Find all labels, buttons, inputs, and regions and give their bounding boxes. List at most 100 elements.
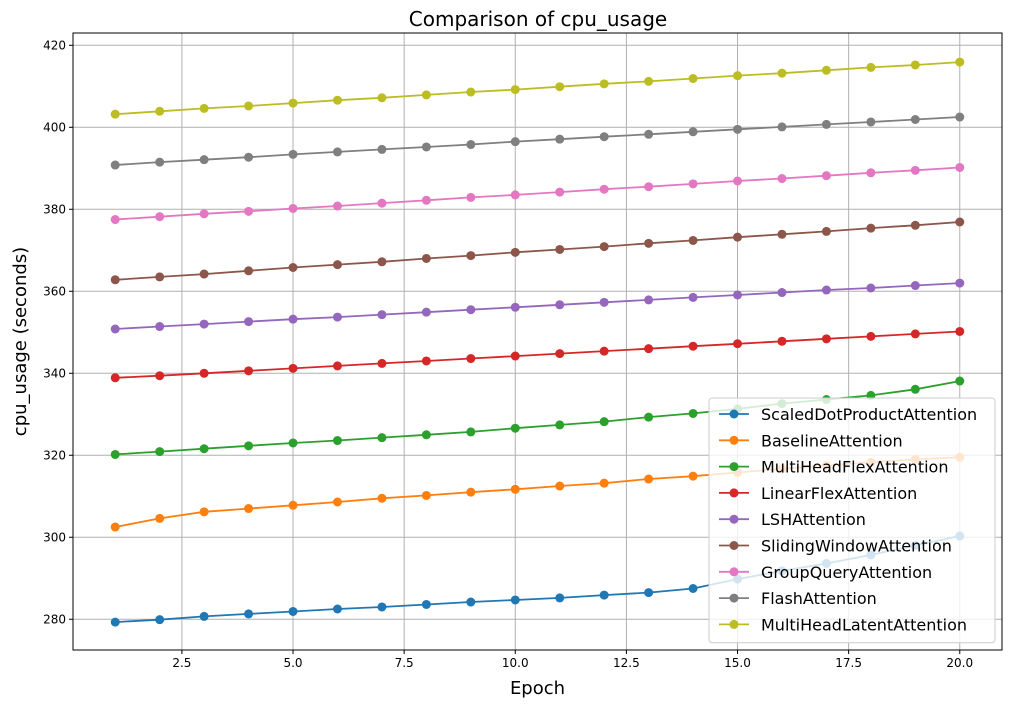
legend-label: ScaledDotProductAttention bbox=[761, 405, 977, 424]
data-point bbox=[199, 319, 209, 329]
data-point bbox=[777, 122, 787, 132]
legend-swatch-marker bbox=[729, 488, 739, 498]
data-point bbox=[332, 436, 342, 446]
legend-item: MultiHeadFlexAttention bbox=[719, 458, 948, 477]
legend-item: SlidingWindowAttention bbox=[719, 537, 952, 556]
x-tick-label: 2.5 bbox=[172, 656, 191, 670]
data-point bbox=[244, 266, 254, 276]
data-point bbox=[199, 155, 209, 165]
data-point bbox=[599, 346, 609, 356]
data-point bbox=[599, 297, 609, 307]
data-point bbox=[110, 449, 120, 459]
data-point bbox=[110, 324, 120, 334]
series-line bbox=[115, 330, 960, 379]
data-point bbox=[910, 384, 920, 394]
legend-swatch-marker bbox=[729, 514, 739, 524]
series-SlidingWindowAttention bbox=[110, 217, 965, 285]
data-point bbox=[155, 615, 165, 625]
legend-label: FlashAttention bbox=[761, 589, 877, 608]
series-line bbox=[115, 221, 960, 281]
data-point bbox=[599, 417, 609, 427]
legend-swatch-marker bbox=[729, 593, 739, 603]
data-point bbox=[377, 433, 387, 443]
data-point bbox=[688, 341, 698, 351]
data-point bbox=[421, 356, 431, 366]
data-point bbox=[288, 263, 298, 273]
data-point bbox=[733, 71, 743, 81]
x-tick-label: 12.5 bbox=[613, 656, 640, 670]
data-point bbox=[688, 292, 698, 302]
data-point bbox=[377, 310, 387, 320]
series-layer bbox=[110, 57, 965, 627]
data-point bbox=[555, 349, 565, 359]
data-point bbox=[110, 160, 120, 170]
data-point bbox=[421, 142, 431, 152]
series-GroupQueryAttention bbox=[110, 162, 965, 225]
data-point bbox=[332, 95, 342, 105]
data-point bbox=[199, 269, 209, 279]
data-point bbox=[955, 57, 965, 67]
data-point bbox=[644, 76, 654, 86]
legend-item: LSHAttention bbox=[719, 510, 866, 529]
y-tick-label: 280 bbox=[43, 612, 66, 626]
legend-label: MultiHeadFlexAttention bbox=[761, 458, 948, 477]
data-point bbox=[199, 507, 209, 517]
data-point bbox=[555, 244, 565, 254]
data-point bbox=[244, 366, 254, 376]
series-line bbox=[115, 166, 960, 221]
data-point bbox=[199, 368, 209, 378]
data-point bbox=[155, 371, 165, 381]
data-point bbox=[955, 217, 965, 227]
legend-swatch-marker bbox=[729, 462, 739, 472]
chart-title: Comparison of cpu_usage bbox=[409, 7, 667, 31]
data-point bbox=[644, 588, 654, 598]
legend-label: LSHAttention bbox=[761, 510, 866, 529]
data-point bbox=[599, 242, 609, 252]
data-point bbox=[288, 606, 298, 616]
series-FlashAttention bbox=[110, 112, 965, 170]
data-point bbox=[244, 317, 254, 327]
y-axis-title: cpu_usage (seconds) bbox=[10, 247, 31, 436]
data-point bbox=[599, 590, 609, 600]
legend-swatch-marker bbox=[729, 619, 739, 629]
data-point bbox=[777, 288, 787, 298]
data-point bbox=[866, 168, 876, 178]
data-point bbox=[466, 487, 476, 497]
x-tick-label: 20.0 bbox=[946, 656, 973, 670]
data-point bbox=[821, 334, 831, 344]
data-point bbox=[555, 481, 565, 491]
data-point bbox=[288, 363, 298, 373]
legend: ScaledDotProductAttention BaselineAttenti… bbox=[708, 397, 996, 644]
legend-label: LinearFlexAttention bbox=[761, 484, 917, 503]
plot-area-frame bbox=[72, 32, 1003, 651]
data-point bbox=[244, 101, 254, 111]
data-point bbox=[510, 595, 520, 605]
data-point bbox=[466, 354, 476, 364]
x-tick-label: 15.0 bbox=[724, 656, 751, 670]
data-point bbox=[955, 112, 965, 122]
data-point bbox=[288, 500, 298, 510]
legend-swatch-marker bbox=[729, 409, 739, 419]
data-point bbox=[910, 281, 920, 291]
data-point bbox=[421, 599, 431, 609]
data-point bbox=[199, 209, 209, 219]
data-point bbox=[733, 232, 743, 242]
legend-label: BaselineAttention bbox=[761, 431, 903, 450]
data-point bbox=[377, 93, 387, 103]
data-point bbox=[644, 238, 654, 248]
data-point bbox=[644, 129, 654, 139]
data-point bbox=[599, 184, 609, 194]
x-tick-label: 10.0 bbox=[502, 656, 529, 670]
data-point bbox=[466, 251, 476, 261]
data-point bbox=[555, 82, 565, 92]
legend-item: BaselineAttention bbox=[719, 431, 903, 450]
data-point bbox=[110, 215, 120, 225]
data-point bbox=[866, 331, 876, 341]
data-point bbox=[510, 423, 520, 433]
x-axis: 2.5 5.0 7.5 10.0 12.5 15.0 17.5 20.0 bbox=[172, 650, 973, 670]
data-point bbox=[910, 60, 920, 70]
data-point bbox=[155, 212, 165, 222]
legend-item: MultiHeadLatentAttention bbox=[719, 615, 967, 634]
data-point bbox=[510, 351, 520, 361]
x-tick-label: 5.0 bbox=[283, 656, 302, 670]
